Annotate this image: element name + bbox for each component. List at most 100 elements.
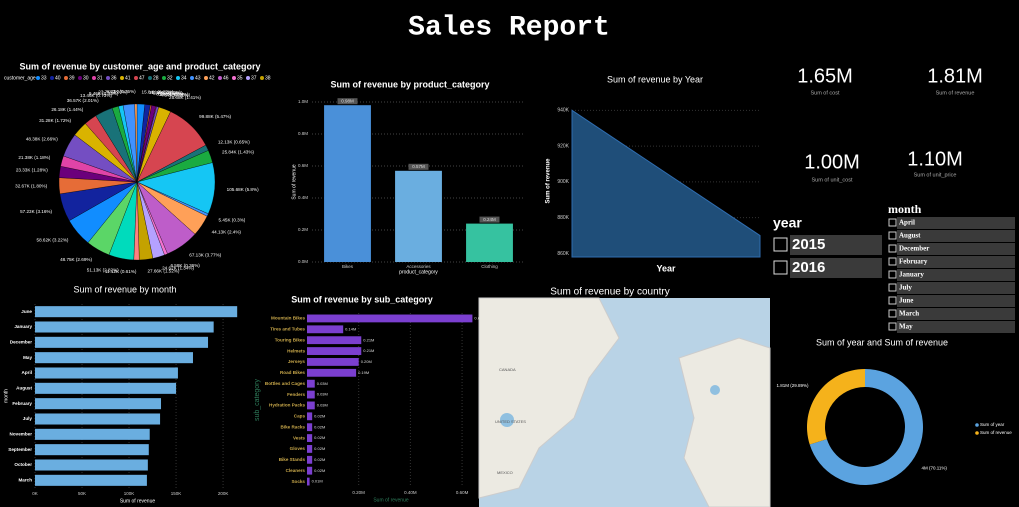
data-label-bg (408, 163, 429, 170)
slicer-item-bg[interactable] (897, 308, 1015, 320)
y-tick-label: 920K (557, 143, 569, 149)
slicer-checkbox[interactable] (888, 309, 897, 318)
x-tick-label: 150K (171, 491, 182, 496)
legend-swatch (190, 76, 194, 80)
legend-item: Sum of revenue (980, 430, 1012, 435)
slicer-checkbox[interactable] (773, 260, 788, 275)
legend-item: 31 (97, 75, 103, 81)
bar (307, 455, 313, 464)
map-bubble (500, 413, 514, 427)
kpi-label: Sum of revenue (936, 90, 975, 96)
bar (307, 477, 310, 486)
data-label: 12.13K (0.65%) (218, 140, 250, 145)
y-tick-label: 0.6M (298, 163, 308, 168)
slicer-checkbox[interactable] (888, 257, 897, 266)
slicer-checkbox[interactable] (888, 244, 897, 253)
slicer-checkbox[interactable] (888, 296, 897, 305)
bar (307, 347, 362, 355)
slicer-checkbox[interactable] (888, 322, 897, 331)
data-label: 8.7K (0.48%) (156, 91, 183, 96)
map-land (478, 297, 620, 499)
legend-swatch (64, 76, 68, 80)
kpi-label: Sum of unit_cost (812, 177, 853, 183)
map-land (678, 337, 771, 507)
y-tick-label: 860K (557, 251, 569, 257)
y-axis-title: month (3, 389, 9, 403)
chart-title: Sum of revenue by customer_age and produ… (19, 61, 260, 71)
slicer-title: month (888, 202, 922, 216)
slicer-item-bg[interactable] (897, 295, 1015, 307)
y-tick-label: January (14, 324, 32, 329)
pie-slice (134, 103, 138, 183)
y-tick-label: Gloves (290, 446, 306, 451)
report-title: Sales Report (408, 12, 610, 43)
x-axis-title: Sum of revenue (373, 497, 409, 503)
data-label: 25.84K (1.43%) (222, 150, 254, 155)
slicer-item-bg[interactable] (790, 258, 882, 278)
legend-swatch (50, 76, 54, 80)
legend-swatch (232, 76, 236, 80)
slicer-item-bg[interactable] (790, 235, 882, 255)
bar (307, 423, 313, 432)
legend-item: 40 (55, 75, 61, 81)
slicer-item-bg[interactable] (897, 256, 1015, 268)
y-tick-label: 940K (557, 108, 569, 114)
y-tick-label: Jerseys (288, 359, 306, 364)
legend-item: 46 (223, 75, 229, 81)
x-tick-label: 0.40M (404, 490, 417, 495)
data-label: 0.03M (317, 403, 328, 408)
bar (35, 382, 177, 394)
y-tick-label: October (14, 462, 32, 467)
kpi-value: 1.81M (927, 65, 983, 87)
legend-swatch (204, 76, 208, 80)
legend-swatch (975, 423, 979, 427)
y-tick-label: September (8, 447, 32, 452)
data-label: 0.01M (312, 479, 323, 484)
legend-item: 38 (265, 75, 271, 81)
bar (35, 352, 193, 364)
data-label: 0.21M (363, 337, 374, 342)
bar (35, 428, 150, 440)
y-tick-label: Road Bikes (280, 370, 305, 375)
slicer-item-bg[interactable] (897, 217, 1015, 229)
data-label: 6.58K (0.36%) (170, 263, 200, 268)
x-axis-title: Sum of revenue (120, 498, 156, 504)
slicer-item-bg[interactable] (897, 243, 1015, 255)
slicer-checkbox[interactable] (888, 218, 897, 227)
y-tick-label: August (16, 386, 32, 391)
data-label: 5.45K (0.3%) (219, 217, 246, 222)
data-label: 0.57M (412, 164, 425, 169)
slicer-item-bg[interactable] (897, 230, 1015, 242)
bar (35, 367, 178, 379)
slicer-checkbox[interactable] (773, 237, 788, 252)
bar (35, 336, 209, 348)
legend-item: 35 (237, 75, 243, 81)
slicer-item: 2015 (792, 236, 825, 253)
slicer-checkbox[interactable] (888, 231, 897, 240)
data-label: 0.98M (341, 98, 354, 103)
data-label: 57.23K (3.16%) (20, 209, 52, 214)
slicer-checkbox[interactable] (888, 283, 897, 292)
y-tick-label: March (18, 478, 32, 483)
data-label: 0.24M (483, 217, 496, 222)
slicer-item-bg[interactable] (897, 282, 1015, 294)
data-label: 11.12K (0.61%) (105, 269, 137, 274)
legend-item: 47 (139, 75, 145, 81)
bar (35, 321, 214, 333)
data-label: 15.84K (0.87%) (142, 89, 174, 94)
slicer-item-bg[interactable] (897, 321, 1015, 333)
slicer-checkbox[interactable] (888, 270, 897, 279)
y-tick-label: 900K (557, 179, 569, 185)
data-label: 0.20M (361, 359, 372, 364)
legend-item: 37 (251, 75, 257, 81)
map-label: CANADA (499, 367, 516, 372)
data-label: 32.67K (1.80%) (15, 184, 47, 189)
data-label: 0.02M (314, 468, 325, 473)
data-label: 2.48K (0.14%) (153, 91, 183, 96)
y-tick-label: Bottles and Cages (265, 381, 306, 386)
y-tick-label: November (10, 432, 33, 437)
slicer-item-bg[interactable] (897, 269, 1015, 281)
chart-title: Sum of year and Sum of revenue (816, 337, 948, 347)
